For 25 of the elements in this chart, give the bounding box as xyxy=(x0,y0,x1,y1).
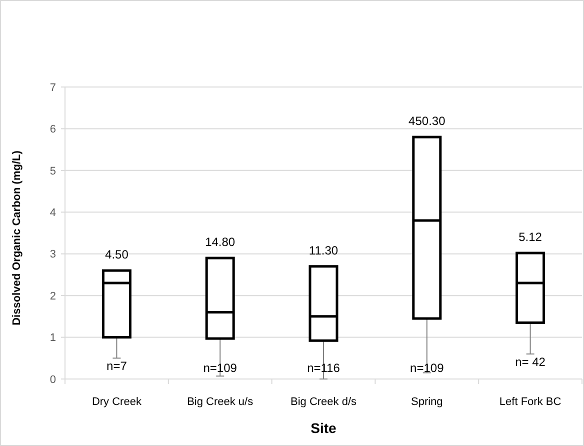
x-axis-title: Site xyxy=(310,420,337,436)
y-tick-label: 7 xyxy=(50,82,56,94)
x-tick-label: Big Creek d/s xyxy=(290,396,358,408)
annotation: n=109 xyxy=(410,361,444,375)
x-tick-label: Big Creek u/s xyxy=(187,396,254,408)
y-tick-label: 0 xyxy=(50,374,56,386)
annotation: 5.12 xyxy=(518,230,542,244)
y-tick-label: 3 xyxy=(50,248,56,261)
annotation: n=109 xyxy=(203,361,238,375)
annotation: 14.80 xyxy=(205,235,236,250)
x-tick-label: Dry Creek xyxy=(92,396,142,408)
y-axis-title: Dissolved Organic Carbon (mg/L) xyxy=(11,150,23,326)
annotation: 4.50 xyxy=(105,248,129,262)
annotation: 450.30 xyxy=(408,114,446,128)
y-tick-label: 1 xyxy=(50,332,56,344)
y-tick-label: 5 xyxy=(50,165,56,178)
annotation: n=116 xyxy=(307,361,340,375)
x-tick-label: Left Fork BC xyxy=(499,396,562,408)
annotation: 11.30 xyxy=(308,243,338,258)
annotation: n=7 xyxy=(106,359,128,374)
y-tick-label: 6 xyxy=(50,124,56,136)
x-tick-label: Spring xyxy=(411,396,443,408)
annotation: n= 42 xyxy=(515,354,546,369)
y-tick-label: 2 xyxy=(50,290,56,302)
y-tick-label: 4 xyxy=(50,206,56,219)
